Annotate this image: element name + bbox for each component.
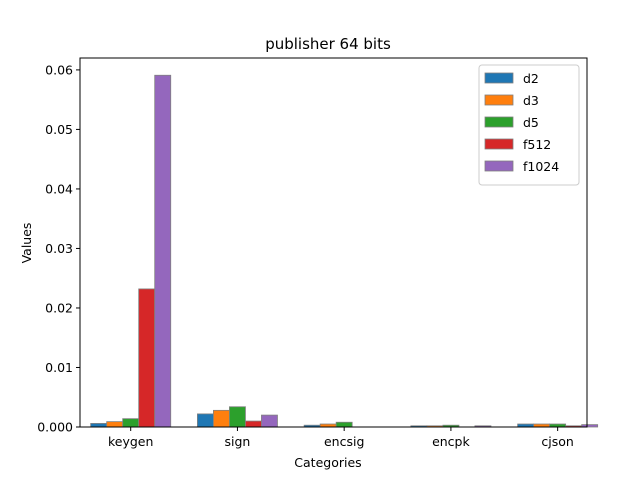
bar-f1024-sign [261, 414, 278, 428]
legend-label-d3: d3 [523, 93, 539, 108]
bar-d2-keygen [90, 423, 108, 428]
x-axis-label: Categories [294, 455, 361, 470]
bar-f1024-keygen [154, 74, 172, 428]
legend-swatch-d3 [484, 94, 514, 106]
bar-d5-keygen [122, 418, 140, 428]
bar-f1024-cjson [581, 424, 599, 428]
y-axis-label: Values [19, 223, 34, 264]
legend-label-d2: d2 [523, 71, 539, 86]
legend-swatch-f512 [484, 138, 514, 150]
axes-layer: 0.000 0.01 0.02 0.03 0.04 0.05 0.06 keygen sign e… [37, 57, 588, 449]
bar-d5-sign [229, 406, 246, 428]
x-tick-label: cjson [541, 434, 573, 449]
y-tick-label: 0.01 [45, 360, 73, 375]
bar-d2-sign [197, 413, 214, 428]
x-tick-label: keygen [108, 434, 153, 449]
x-tick-label: encpk [432, 434, 470, 449]
chart-title: publisher 64 bits [265, 35, 391, 53]
y-tick-label: 0.03 [45, 241, 73, 256]
bars-layer [90, 74, 599, 428]
y-tick-label: 0.000 [37, 420, 73, 435]
bar-d3-keygen [106, 421, 124, 428]
x-tick-label: encsig [324, 434, 364, 449]
legend-label-f1024: f1024 [523, 159, 559, 174]
y-tick-label: 0.02 [45, 300, 73, 315]
legend-swatch-f1024 [484, 160, 514, 172]
plot-frame [79, 57, 588, 428]
legend-label-d5: d5 [523, 115, 539, 130]
bar-f512-sign [245, 420, 262, 428]
y-tick-label: 0.05 [45, 122, 73, 137]
legend-swatch-d5 [484, 116, 514, 128]
legend-swatch-d2 [484, 72, 514, 84]
x-tick-label: sign [225, 434, 251, 449]
y-tick-label: 0.06 [45, 62, 73, 77]
bar-d5-encsig [335, 421, 353, 428]
legend-label-f512: f512 [523, 137, 551, 152]
bar-d3-sign [213, 409, 230, 428]
bar-f512-keygen [138, 288, 156, 428]
y-tick-label: 0.04 [45, 181, 73, 196]
legend: d2 d3 d5 f512 f1024 [478, 64, 580, 186]
